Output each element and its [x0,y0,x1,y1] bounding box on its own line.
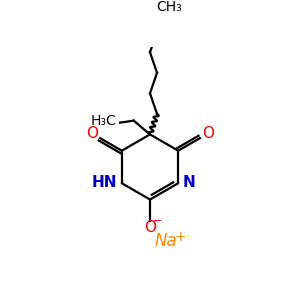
Text: HN: HN [92,175,118,190]
Text: O: O [86,126,98,141]
Text: Na: Na [155,232,178,250]
Text: +: + [174,230,186,244]
Text: N: N [183,175,196,190]
Text: O: O [144,220,156,235]
Text: −: − [153,216,162,226]
Text: O: O [202,126,214,141]
Text: CH₃: CH₃ [156,0,182,14]
Text: H₃C: H₃C [90,114,116,128]
